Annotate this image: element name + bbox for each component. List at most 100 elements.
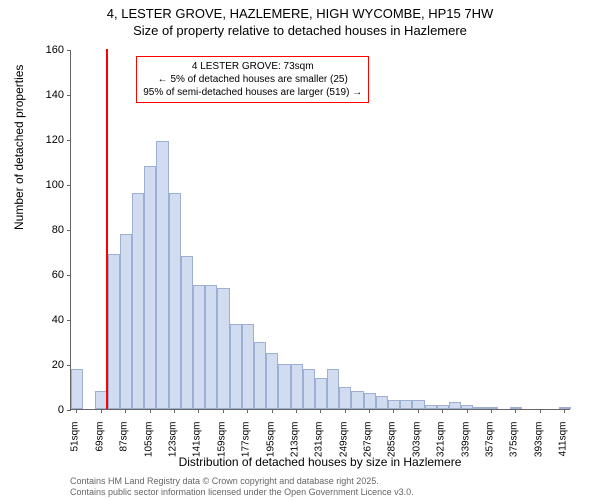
xtick-mark — [345, 409, 346, 413]
annotation-line2: ← 5% of detached houses are smaller (25) — [143, 73, 362, 86]
histogram-bar — [156, 141, 168, 409]
ytick-mark — [67, 275, 71, 276]
xtick-label: 357sqm — [485, 422, 496, 472]
histogram-bar — [376, 396, 388, 410]
histogram-bar — [108, 254, 120, 409]
histogram-bar — [400, 400, 412, 409]
histogram-bar — [144, 166, 156, 409]
histogram-bar — [266, 353, 278, 409]
xtick-label: 213sqm — [289, 422, 300, 472]
footer-line1: Contains HM Land Registry data © Crown c… — [70, 476, 414, 487]
title-line1: 4, LESTER GROVE, HAZLEMERE, HIGH WYCOMBE… — [0, 6, 600, 23]
xtick-mark — [491, 409, 492, 413]
xtick-mark — [515, 409, 516, 413]
ytick-mark — [67, 365, 71, 366]
annotation-box: 4 LESTER GROVE: 73sqm← 5% of detached ho… — [136, 56, 369, 103]
xtick-label: 195sqm — [265, 422, 276, 472]
ytick-mark — [67, 140, 71, 141]
xtick-mark — [272, 409, 273, 413]
histogram-bar — [169, 193, 181, 409]
histogram-bar — [242, 324, 254, 410]
xtick-mark — [223, 409, 224, 413]
xtick-mark — [125, 409, 126, 413]
ytick-label: 160 — [24, 44, 64, 56]
xtick-mark — [369, 409, 370, 413]
histogram-bar — [278, 364, 290, 409]
xtick-mark — [564, 409, 565, 413]
histogram-bar — [181, 256, 193, 409]
xtick-label: 51sqm — [70, 422, 81, 472]
xtick-label: 87sqm — [119, 422, 130, 472]
xtick-label: 375sqm — [509, 422, 520, 472]
histogram-bar — [217, 288, 229, 410]
xtick-label: 267sqm — [363, 422, 374, 472]
histogram-bar — [120, 234, 132, 410]
xtick-mark — [467, 409, 468, 413]
footer: Contains HM Land Registry data © Crown c… — [70, 476, 414, 498]
ytick-label: 100 — [24, 179, 64, 191]
histogram-bar — [388, 400, 400, 409]
chart-title: 4, LESTER GROVE, HAZLEMERE, HIGH WYCOMBE… — [0, 0, 600, 40]
xtick-mark — [198, 409, 199, 413]
ytick-label: 140 — [24, 89, 64, 101]
xtick-mark — [247, 409, 248, 413]
xtick-label: 411sqm — [558, 422, 569, 472]
ytick-label: 120 — [24, 134, 64, 146]
ytick-mark — [67, 185, 71, 186]
xtick-label: 339sqm — [460, 422, 471, 472]
xtick-mark — [442, 409, 443, 413]
histogram-bar — [425, 405, 437, 410]
xtick-mark — [320, 409, 321, 413]
ytick-mark — [67, 95, 71, 96]
histogram-bar — [230, 324, 242, 410]
histogram-bar — [254, 342, 266, 410]
xtick-mark — [150, 409, 151, 413]
xtick-label: 159sqm — [216, 422, 227, 472]
histogram-bar — [291, 364, 303, 409]
xtick-label: 321sqm — [436, 422, 447, 472]
xtick-label: 249sqm — [338, 422, 349, 472]
histogram-bar — [473, 407, 485, 409]
histogram-bar — [449, 402, 461, 409]
xtick-mark — [174, 409, 175, 413]
histogram-bar — [315, 378, 327, 410]
xtick-label: 69sqm — [94, 422, 105, 472]
xtick-label: 105sqm — [143, 422, 154, 472]
histogram-bar — [327, 369, 339, 410]
title-line2: Size of property relative to detached ho… — [0, 23, 600, 40]
annotation-line1: 4 LESTER GROVE: 73sqm — [143, 60, 362, 73]
ytick-label: 40 — [24, 314, 64, 326]
xtick-mark — [418, 409, 419, 413]
footer-line2: Contains public sector information licen… — [70, 487, 414, 498]
histogram-bar — [303, 369, 315, 410]
xtick-label: 123sqm — [167, 422, 178, 472]
xtick-mark — [393, 409, 394, 413]
histogram-bar — [193, 285, 205, 409]
ytick-mark — [67, 50, 71, 51]
ytick-label: 60 — [24, 269, 64, 281]
xtick-mark — [101, 409, 102, 413]
annotation-line3: 95% of semi-detached houses are larger (… — [143, 86, 362, 99]
histogram-bar — [364, 393, 376, 409]
xtick-label: 141sqm — [192, 422, 203, 472]
ytick-mark — [67, 410, 71, 411]
histogram-bar — [205, 285, 217, 409]
histogram-bar — [132, 193, 144, 409]
histogram-bar — [71, 369, 83, 410]
ytick-mark — [67, 320, 71, 321]
xtick-mark — [540, 409, 541, 413]
histogram-bar — [351, 391, 363, 409]
ytick-label: 80 — [24, 224, 64, 236]
xtick-mark — [76, 409, 77, 413]
property-marker-line — [106, 49, 108, 409]
xtick-label: 303sqm — [411, 422, 422, 472]
xtick-label: 231sqm — [314, 422, 325, 472]
histogram-bar — [339, 387, 351, 410]
plot-area: 4 LESTER GROVE: 73sqm← 5% of detached ho… — [70, 50, 570, 410]
xtick-label: 393sqm — [533, 422, 544, 472]
ytick-mark — [67, 230, 71, 231]
ytick-label: 0 — [24, 404, 64, 416]
xtick-mark — [296, 409, 297, 413]
xtick-label: 285sqm — [387, 422, 398, 472]
xtick-label: 177sqm — [241, 422, 252, 472]
